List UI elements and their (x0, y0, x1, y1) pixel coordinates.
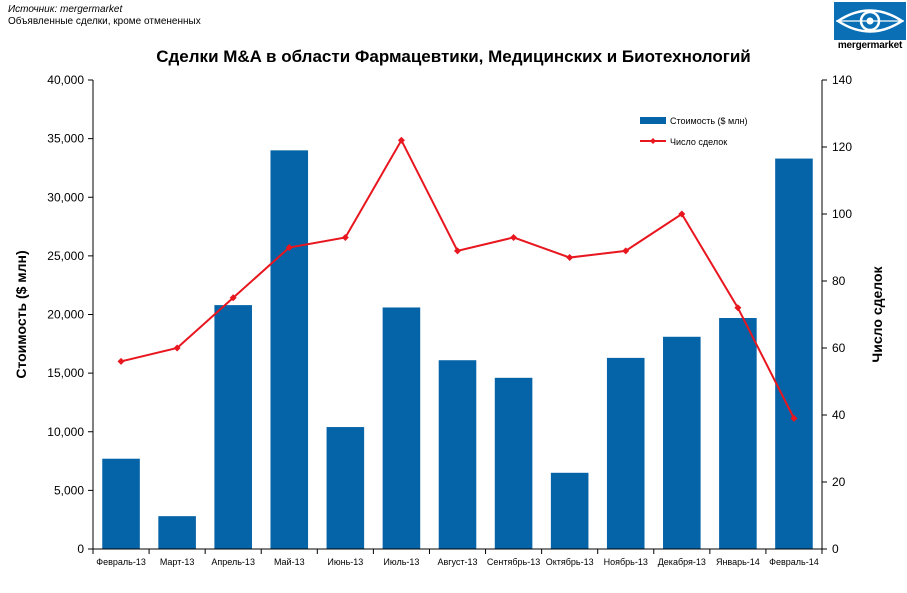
bar (775, 158, 813, 549)
bar (382, 307, 421, 549)
legend-line-label: Число сделок (670, 137, 727, 147)
deals-count-point (173, 344, 181, 352)
x-tick-label: Март-13 (160, 557, 195, 567)
bar (606, 357, 645, 549)
bar (214, 305, 252, 549)
bar (326, 427, 365, 549)
bar (494, 377, 533, 549)
x-tick-label: Сентябрь-13 (487, 557, 540, 567)
y-right-tick-label: 60 (832, 341, 846, 355)
y-axis-label: Стоимость ($ млн) (13, 250, 29, 378)
source-note: Источник: mergermarket Объявленные сделк… (8, 4, 201, 28)
deals-count-point (566, 254, 574, 262)
y-right-tick-label: 80 (832, 274, 846, 288)
y-tick-label: 35,000 (47, 132, 84, 146)
x-tick-label: Май-13 (274, 557, 305, 567)
line-series (117, 136, 798, 422)
bar (438, 360, 477, 549)
x-tick-label: Октябрь-13 (546, 557, 594, 567)
bar (158, 516, 196, 549)
deals-count-point (229, 294, 237, 302)
deals-count-point (397, 136, 405, 144)
y-right-tick-label: 140 (832, 73, 852, 87)
bar (719, 318, 757, 549)
deals-count-point (117, 357, 125, 365)
deals-count-point (622, 247, 630, 255)
filter-note: Объявленные сделки, кроме отмененных (8, 16, 201, 27)
mergermarket-logo: mergermarket (834, 2, 906, 54)
logo-text: mergermarket (837, 40, 903, 51)
x-tick-label: Апрель-13 (211, 557, 255, 567)
y-right-tick-label: 100 (832, 207, 852, 221)
x-tick-label: Февраль-13 (96, 557, 146, 567)
y-tick-label: 10,000 (47, 425, 84, 439)
deals-count-point (790, 414, 798, 422)
legend: Стоимость ($ млн) Число сделок (640, 116, 747, 147)
y-right-tick-label: 120 (832, 140, 852, 154)
x-tick-label: Июнь-13 (327, 557, 363, 567)
x-tick-label: Январь-14 (716, 557, 760, 567)
x-tick-label: Декабря-13 (658, 557, 706, 567)
bar (102, 458, 140, 549)
y-tick-label: 5,000 (54, 483, 84, 497)
y-tick-label: 0 (77, 542, 84, 556)
axes: 0 5,000 10,000 15,000 20,000 25,000 30,000 35,0… (47, 73, 852, 567)
deals-count-point (285, 244, 293, 251)
x-tick-label: Июль-13 (383, 557, 419, 567)
y-tick-label: 30,000 (47, 190, 84, 204)
bar (663, 336, 701, 549)
deals-count-point (454, 247, 461, 255)
logo-eye-icon (834, 2, 906, 40)
source-label: Источник: mergermarket (8, 4, 123, 15)
bar-series (102, 150, 813, 549)
bar (270, 150, 309, 549)
deals-count-point (341, 233, 349, 241)
y-tick-label: 40,000 (47, 73, 84, 87)
y-right-tick-label: 40 (832, 408, 846, 422)
bar (550, 472, 589, 549)
deals-count-point (734, 304, 742, 312)
axis-labels: Стоимость ($ млн) Число сделок (13, 250, 885, 378)
x-tick-label: Февраль-14 (769, 557, 819, 567)
y-right-tick-label: 20 (832, 475, 846, 489)
legend-bar-swatch (640, 117, 666, 124)
x-tick-label: Август-13 (437, 557, 477, 567)
legend-line-marker (650, 138, 656, 144)
y-tick-label: 20,000 (47, 308, 84, 322)
deals-count-point (510, 233, 518, 241)
y-right-tick-label: 0 (832, 542, 839, 556)
deals-count-point (678, 210, 686, 218)
y-tick-label: 25,000 (47, 249, 84, 263)
chart-title: Сделки M&A в области Фармацевтики, Медиц… (156, 47, 751, 66)
y-axis-right-label: Число сделок (869, 265, 885, 362)
y-tick-label: 15,000 (47, 366, 84, 380)
legend-bar-label: Стоимость ($ млн) (670, 116, 747, 126)
x-tick-label: Ноябрь-13 (604, 557, 648, 567)
